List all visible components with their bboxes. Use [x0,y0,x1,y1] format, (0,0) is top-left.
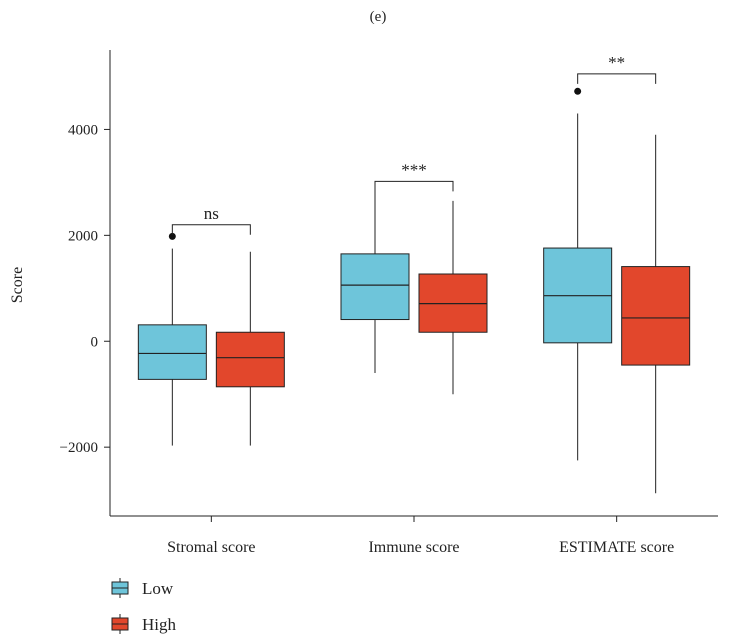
box-low-0 [137,232,207,446]
significance-layer: ns***** [171,53,657,235]
outlier-point [574,87,582,95]
y-axis-label: Score [9,267,26,303]
legend-entry-low: Low [111,578,174,598]
x-axis: Stromal score Immune score ESTIMATE score [110,515,718,556]
box-low-2 [543,87,613,461]
box-iqr [340,253,410,321]
box-high-1 [418,200,488,395]
y-axis: −2000 0 2000 4000 [60,50,111,516]
x-tick-label: Immune score [368,539,459,556]
box-high-0 [215,251,285,446]
significance-label: ns [204,204,219,223]
significance-label: ** [608,53,625,72]
bracket-line [374,180,454,192]
significance-label: *** [401,160,427,179]
legend-entry-high: High [111,614,177,634]
y-tick-label: −2000 [60,440,98,456]
significance-bracket: ** [577,53,657,84]
box-iqr [137,324,207,380]
y-tick-label: 0 [91,334,99,350]
x-tick-label: ESTIMATE score [559,539,674,556]
significance-bracket: *** [374,160,454,192]
bracket-line [171,224,251,235]
box-iqr [621,266,691,366]
significance-bracket: ns [171,204,251,235]
bracket-line [577,73,657,84]
legend-label: High [142,615,177,634]
legend: Low High [111,578,177,634]
box-high-2 [621,134,691,494]
boxes-layer [137,87,691,494]
panel-label: (e) [370,9,387,25]
outlier-point [168,232,176,240]
box-iqr [215,331,285,388]
box-low-1 [340,190,410,374]
y-tick-label: 2000 [68,228,98,244]
legend-label: Low [142,579,174,598]
y-tick-label: 4000 [68,122,98,138]
x-tick-label: Stromal score [167,539,255,556]
